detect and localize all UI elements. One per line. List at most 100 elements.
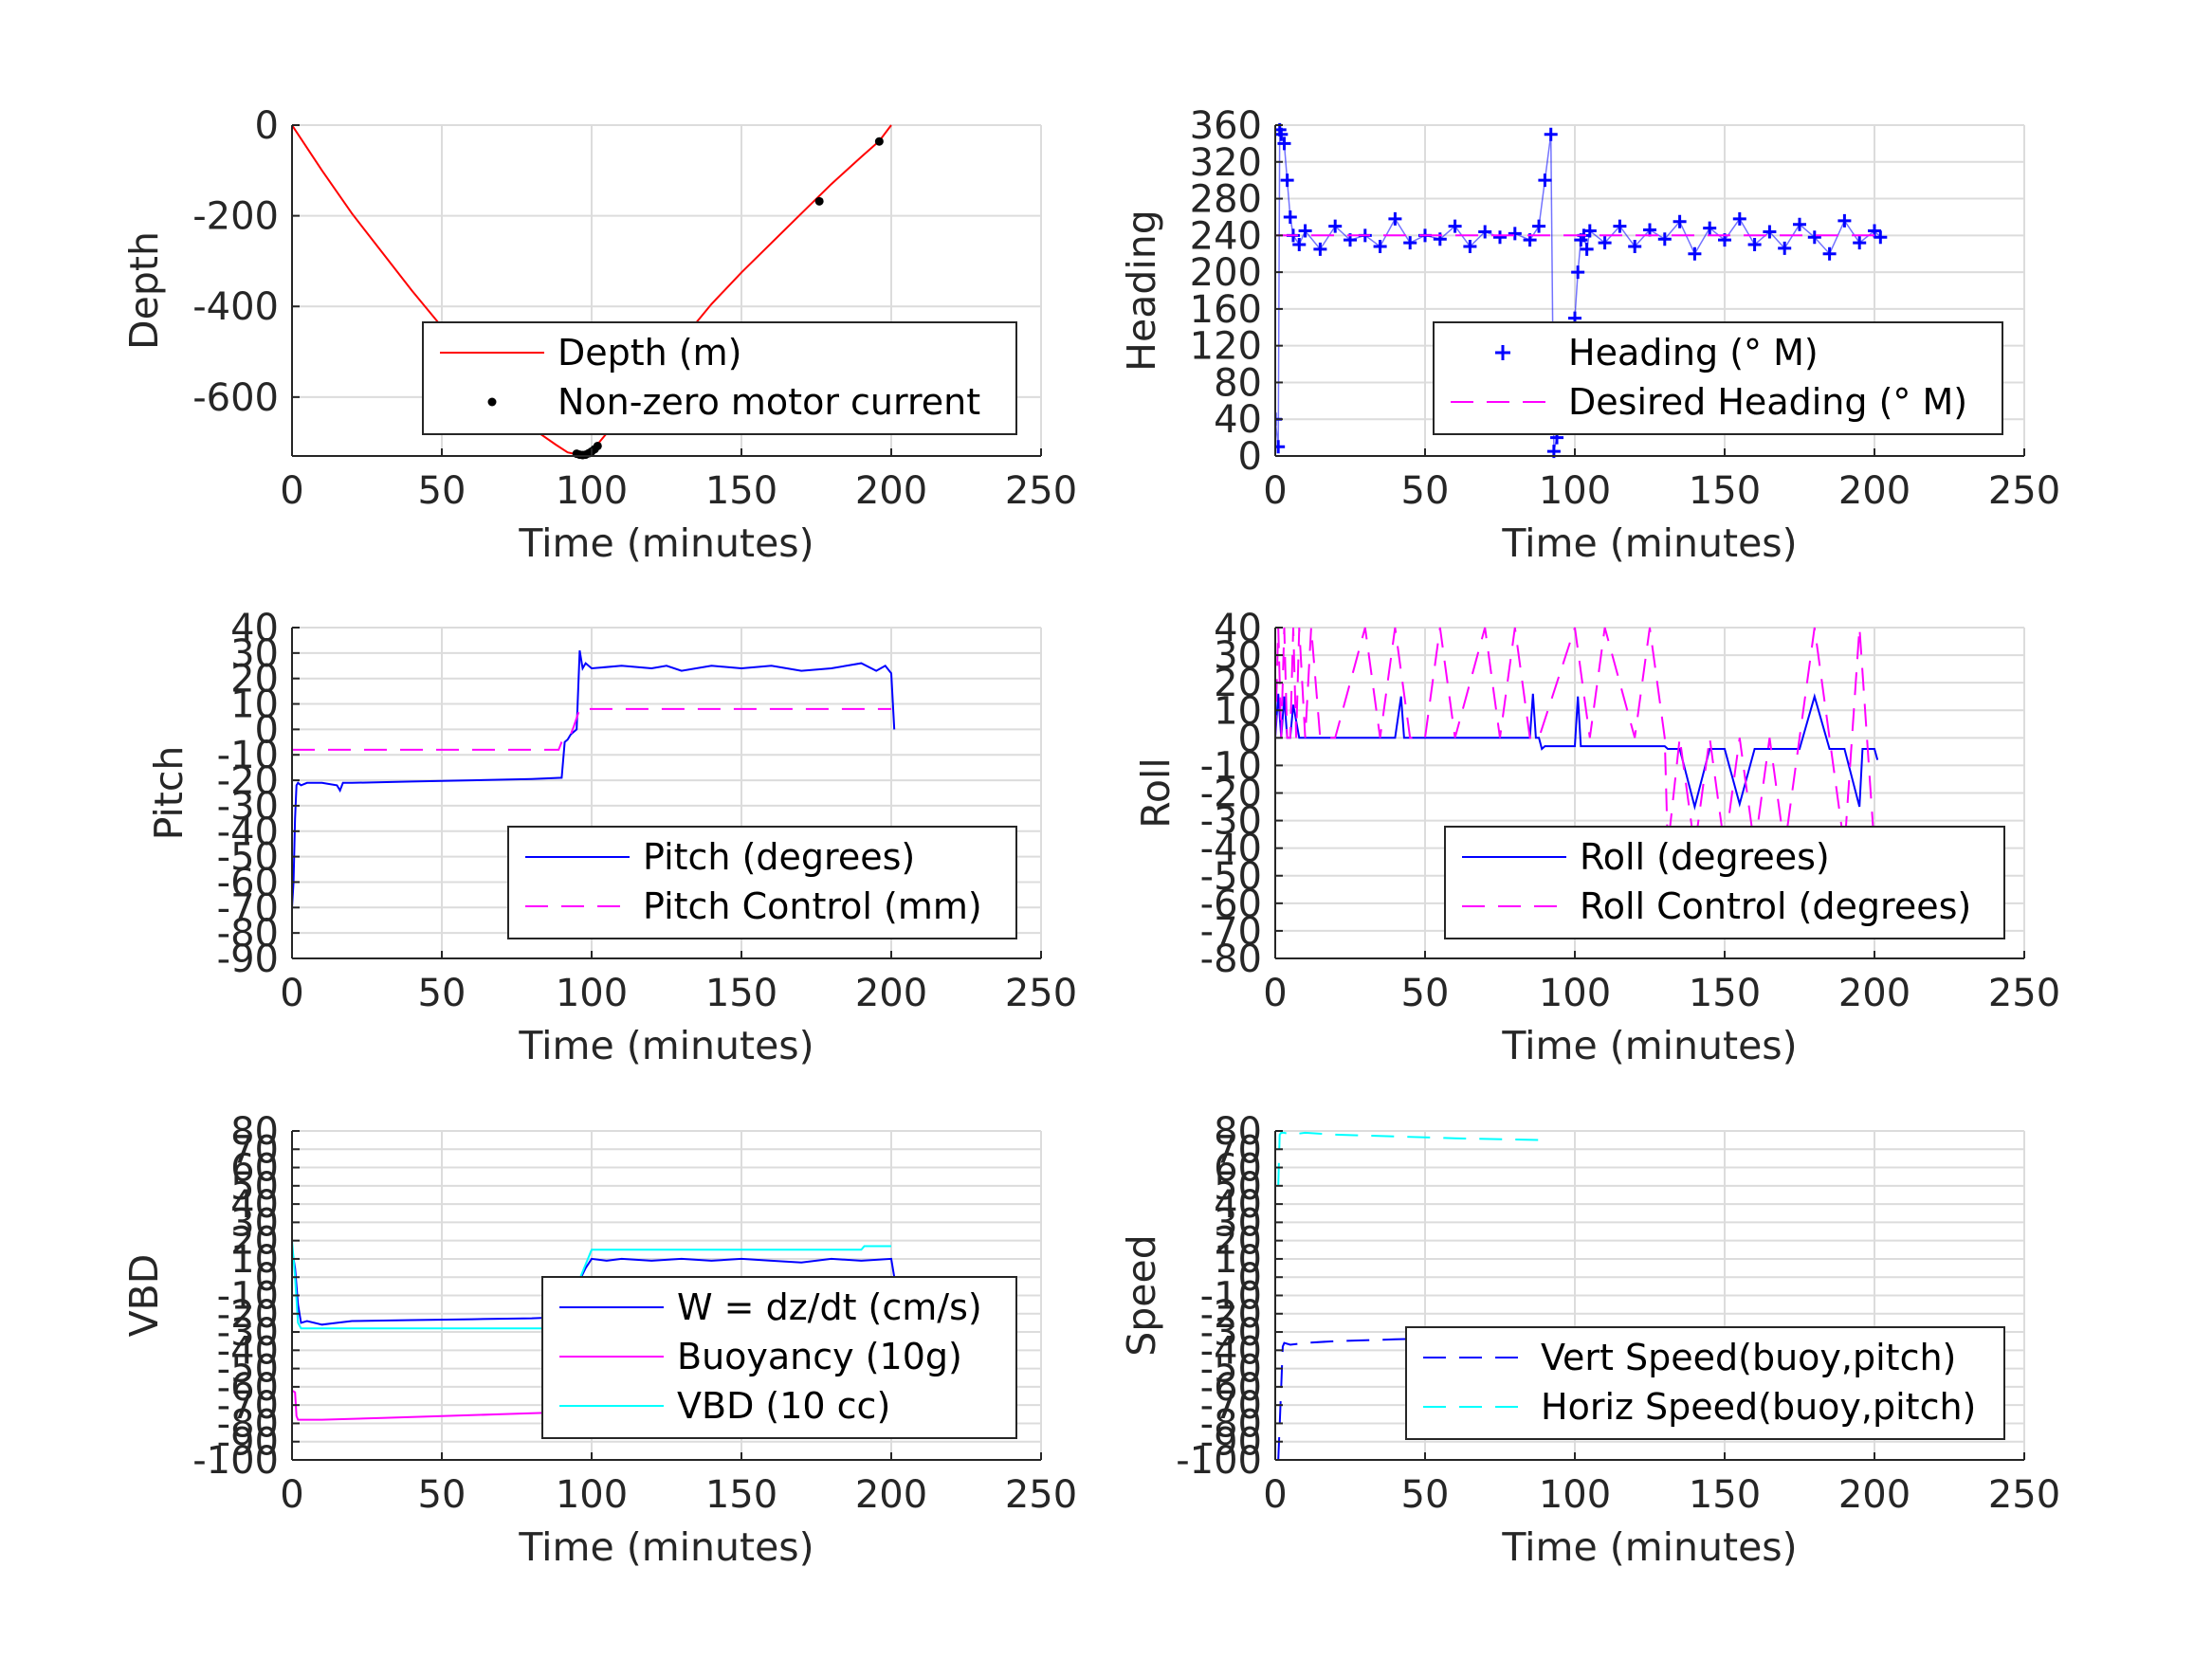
y-tick-label: -10 (1200, 1275, 1262, 1319)
series-1-point (1478, 225, 1492, 239)
plot-data (1275, 627, 1879, 848)
x-tick-label: 0 (1263, 1473, 1287, 1517)
series-2-point (814, 196, 824, 206)
y-tick-label: -20 (217, 1293, 279, 1337)
x-tick-label: 0 (1263, 469, 1287, 513)
x-tick-label: 250 (1005, 972, 1077, 1015)
y-axis-label: VBD (121, 1254, 167, 1338)
x-tick-label: 100 (1539, 469, 1611, 513)
x-axis-label: Time (minutes) (1501, 1524, 1797, 1570)
y-tick-label: 30 (1214, 634, 1262, 678)
series-1-point (1613, 219, 1627, 233)
series-1-point (1388, 211, 1402, 226)
y-tick-label: 80 (230, 1110, 279, 1154)
legend-entry: Roll (degrees) (1580, 836, 1830, 878)
legend-box (1433, 321, 2003, 435)
x-tick-label: 0 (1263, 972, 1287, 1015)
chart-2: 0 50 100 150 200 2500408012016020024028032036… (1119, 104, 2060, 566)
y-tick-label: 70 (230, 1128, 279, 1172)
x-tick-label: 250 (1988, 972, 2060, 1015)
legend-box (507, 826, 1017, 939)
y-tick-label: 50 (1214, 1165, 1262, 1209)
x-tick-label: 150 (705, 469, 777, 513)
series-1-point (1544, 127, 1558, 141)
y-tick-label: -30 (1200, 800, 1262, 844)
y-axis-label: Depth (121, 231, 167, 350)
y-tick-label: -50 (217, 836, 279, 880)
series-2-point (593, 441, 602, 450)
chart-1: 0 50 100 150 200 250 0 -200 -400 -600 Time (minute… (121, 104, 1077, 566)
legend: Vert Speed(buoy,pitch) Horiz Speed(buoy,p… (1405, 1326, 2005, 1440)
y-tick-label: -80 (217, 1402, 279, 1446)
y-tick-label: 30 (1214, 1201, 1262, 1245)
y-tick-label: 0 (255, 708, 279, 752)
legend: Roll (degrees) Roll Control (degrees) (1444, 826, 2005, 939)
series-1-point (1373, 239, 1387, 253)
y-tick-label: 80 (1214, 1110, 1262, 1154)
legend-box (1405, 1326, 2005, 1440)
y-tick-label: 360 (1190, 104, 1262, 148)
y-tick-label: -60 (1200, 883, 1262, 926)
y-tick-label: 20 (230, 658, 279, 702)
y-tick-label: 10 (1214, 1238, 1262, 1282)
x-tick-label: 200 (855, 972, 927, 1015)
y-tick-label: -80 (217, 912, 279, 956)
series-1-point (1448, 219, 1462, 233)
legend-entry: Pitch Control (mm) (643, 885, 982, 927)
series-1-point (1292, 238, 1307, 252)
x-tick-label: 0 (280, 1473, 303, 1517)
y-tick-label: 0 (1238, 435, 1262, 479)
y-tick-label: 80 (1214, 361, 1262, 405)
y-tick-label: -100 (192, 1439, 279, 1483)
legend-entry: Roll Control (degrees) (1580, 885, 1971, 927)
series-1-point (1822, 246, 1837, 261)
series-1-point (1277, 137, 1291, 151)
series-2-point (874, 137, 884, 146)
series-1-point (1532, 219, 1546, 233)
x-tick-label: 150 (1689, 469, 1761, 513)
y-tick-label: -90 (1200, 1421, 1262, 1465)
x-tick-label: 100 (556, 972, 628, 1015)
y-axis-label: Roll (1133, 757, 1179, 829)
y-tick-label: 40 (230, 1183, 279, 1227)
y-tick-label: 0 (255, 104, 279, 148)
series-1-point (1313, 242, 1327, 256)
y-tick-label: 20 (230, 1220, 279, 1264)
series-1-point (1688, 246, 1702, 261)
x-tick-label: 50 (1401, 972, 1450, 1015)
y-tick-label: 60 (1214, 1147, 1262, 1191)
y-tick-label: -70 (217, 1384, 279, 1428)
y-tick-label: -60 (217, 1366, 279, 1410)
x-tick-label: 200 (1838, 972, 1910, 1015)
y-tick-label: 40 (1214, 1183, 1262, 1227)
y-tick-label: -10 (217, 734, 279, 777)
y-tick-label: -60 (1200, 1366, 1262, 1410)
y-tick-label: -70 (1200, 1384, 1262, 1428)
x-axis-label: Time (minutes) (518, 1524, 814, 1570)
series-1-point (1747, 238, 1762, 252)
x-tick-label: 250 (1988, 469, 2060, 513)
legend-entry: W = dz/dt (cm/s) (677, 1286, 982, 1328)
x-tick-label: 250 (1005, 469, 1077, 513)
series-1-point (1793, 217, 1806, 231)
series-1-point (1463, 239, 1477, 253)
series-1-point (1493, 230, 1507, 245)
legend-swatch (487, 397, 497, 407)
legend-box (1444, 826, 2005, 939)
y-tick-label: 50 (230, 1165, 279, 1209)
series-1-point (1874, 230, 1888, 245)
x-tick-label: 200 (855, 1473, 927, 1517)
series-2-line (1277, 1131, 1543, 1186)
x-tick-label: 100 (1539, 1473, 1611, 1517)
x-tick-label: 150 (1689, 1473, 1761, 1517)
legend-entry: Pitch (degrees) (643, 836, 915, 878)
y-tick-label: -30 (217, 1311, 279, 1355)
legend-entry: Desired Heading (° M) (1568, 381, 1967, 423)
y-tick-label: -90 (217, 1421, 279, 1465)
legend-entry: Depth (m) (558, 332, 742, 374)
series-1-point (1275, 440, 1286, 454)
x-axis-label: Time (minutes) (518, 520, 814, 566)
x-axis-label: Time (minutes) (1501, 520, 1797, 566)
y-tick-label: -70 (1200, 910, 1262, 954)
series-1-point (1628, 239, 1642, 253)
